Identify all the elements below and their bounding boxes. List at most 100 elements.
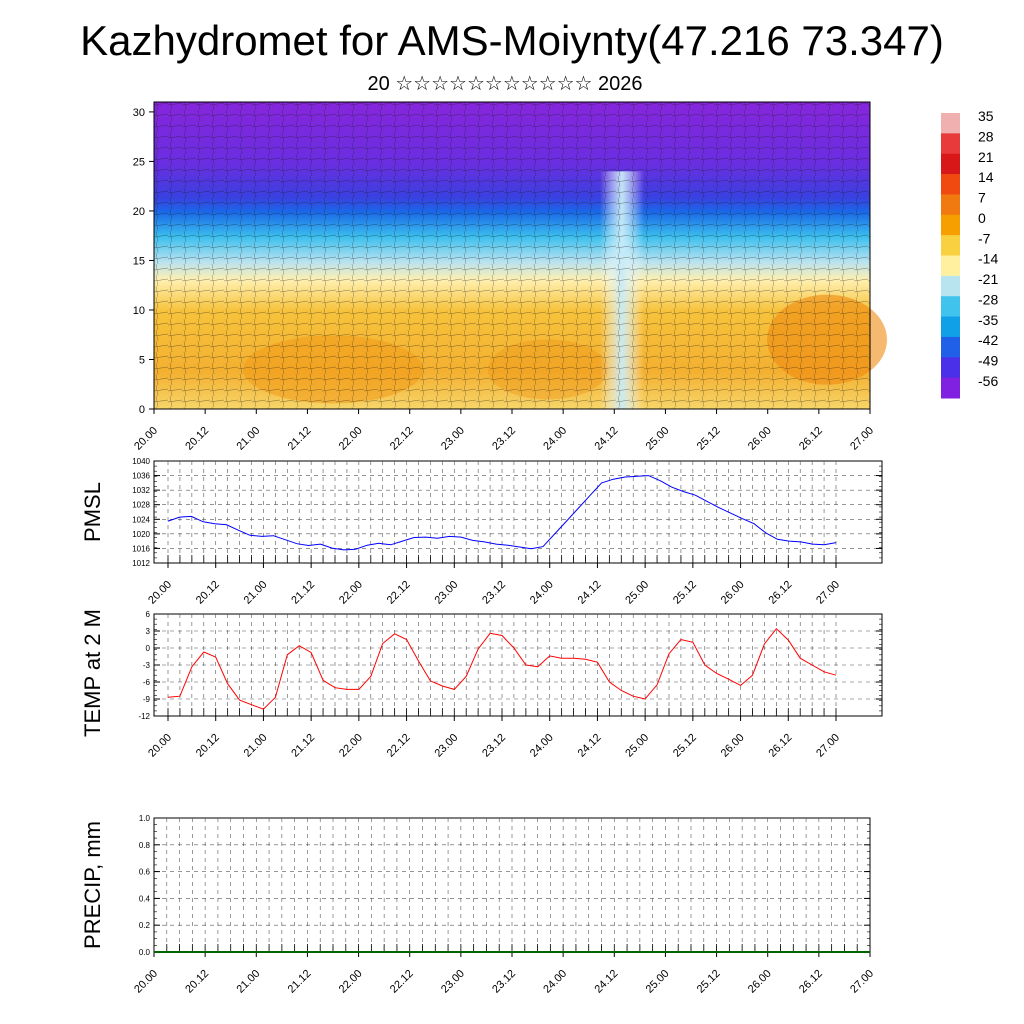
y-tick-label: 3	[146, 627, 151, 636]
chart-subtitle: 20 ☆☆☆☆☆☆☆☆☆☆☆ 2026	[367, 73, 643, 95]
x-tick-label: 26.12	[766, 732, 794, 760]
x-tick-label: 25.00	[644, 968, 672, 996]
x-tick-label: 24.12	[576, 732, 604, 760]
x-tick-label: 22.12	[388, 968, 416, 996]
x-tick-label: 23.12	[480, 732, 508, 760]
x-tick-label: 22.12	[388, 425, 416, 453]
x-tick-label: 27.00	[848, 968, 876, 996]
y-tick-label: -12	[138, 712, 150, 721]
colorbar-label: 21	[978, 149, 994, 165]
y-tick-label: 6	[146, 610, 151, 619]
colorbar-segment	[941, 113, 960, 134]
colorbar-label: -49	[978, 353, 998, 369]
colorbar-segment	[941, 357, 960, 379]
colorbar-label: -14	[978, 251, 998, 267]
x-tick-label: 23.00	[432, 732, 460, 760]
x-tick-label: 20.12	[194, 732, 222, 760]
x-tick-label: 25.00	[623, 579, 651, 607]
colorbar-segment	[941, 133, 960, 155]
colorbar-segment	[941, 275, 960, 297]
x-tick-label: 26.00	[746, 968, 774, 996]
y-tick-label: 0.2	[139, 921, 151, 930]
y-tick-label: 20	[133, 206, 145, 218]
x-tick-label: 27.00	[814, 732, 842, 760]
x-tick-label: 25.12	[671, 579, 699, 607]
x-tick-label: 24.12	[592, 425, 620, 453]
y-tick-label: 1032	[132, 486, 150, 495]
colorbar-label: 35	[978, 108, 994, 124]
x-tick-label: 26.12	[797, 425, 825, 453]
x-tick-label: 23.12	[480, 579, 508, 607]
x-tick-label: 22.00	[337, 425, 365, 453]
x-tick-label: 21.00	[242, 732, 270, 760]
x-tick-label: 21.00	[234, 425, 262, 453]
x-tick-label: 27.00	[814, 579, 842, 607]
x-tick-label: 24.00	[528, 579, 556, 607]
colorbar-segment	[941, 174, 960, 195]
wind-barbs	[154, 102, 870, 409]
x-tick-label: 24.00	[528, 732, 556, 760]
x-tick-label: 22.00	[337, 579, 365, 607]
x-tick-label: 25.12	[695, 968, 723, 996]
colorbar-label: -21	[978, 271, 998, 287]
colorbar-label: 7	[978, 190, 986, 206]
y-tick-label: -6	[143, 678, 151, 687]
x-tick-label: 22.12	[385, 732, 413, 760]
y-tick-label: -3	[143, 661, 151, 670]
x-tick-label: 20.00	[132, 968, 160, 996]
y-tick-label: 1012	[132, 559, 150, 568]
precip-axis-label: PRECIP, mm	[80, 821, 105, 949]
colorbar-segment	[941, 153, 960, 175]
temp-2m-line	[167, 627, 837, 710]
colorbar-segment	[941, 336, 960, 358]
y-tick-label: 15	[133, 255, 145, 267]
x-tick-label: 21.00	[234, 968, 262, 996]
x-tick-label: 26.00	[746, 425, 774, 453]
colorbar-label: -42	[978, 332, 998, 348]
colorbar-label: -56	[978, 373, 998, 389]
y-tick-label: -9	[143, 695, 151, 704]
x-tick-label: 23.00	[432, 579, 460, 607]
chart-title: Kazhydromet for AMS-Moiynty(47.216 73.34…	[80, 17, 944, 64]
x-tick-label: 24.00	[541, 968, 569, 996]
y-tick-label: 10	[133, 305, 145, 317]
colorbar-label: 14	[978, 169, 994, 185]
y-tick-label: 30	[133, 107, 145, 119]
x-tick-label: 24.12	[576, 579, 604, 607]
x-tick-label: 23.00	[439, 968, 467, 996]
x-tick-label: 23.00	[439, 425, 467, 453]
colorbar-label: -7	[978, 230, 991, 246]
colorbar-segment	[941, 194, 960, 216]
y-tick-label: 0.6	[139, 868, 151, 877]
colorbar-label: 0	[978, 210, 986, 226]
colorbar-segment	[941, 316, 960, 338]
x-tick-label: 25.12	[695, 425, 723, 453]
y-tick-label: 0	[146, 644, 151, 653]
x-tick-label: 20.12	[183, 968, 211, 996]
x-tick-label: 22.00	[337, 968, 365, 996]
x-tick-label: 21.12	[286, 968, 314, 996]
x-tick-label: 25.00	[623, 732, 651, 760]
x-tick-label: 26.00	[719, 732, 747, 760]
colorbar-segment	[941, 235, 960, 256]
colorbar-segment	[941, 214, 960, 236]
y-tick-label: 1020	[132, 530, 150, 539]
colorbar-segment	[941, 296, 960, 318]
temp-2m-axis-label: TEMP at 2 M	[80, 609, 105, 737]
x-tick-label: 23.12	[490, 968, 518, 996]
y-tick-label: 1036	[132, 472, 150, 481]
y-tick-label: 0.0	[139, 948, 151, 957]
colorbar-label: -35	[978, 312, 998, 328]
colorbar-segment	[941, 377, 960, 399]
x-tick-label: 21.12	[289, 579, 317, 607]
x-tick-label: 26.12	[797, 968, 825, 996]
y-tick-label: 1040	[132, 457, 150, 466]
y-tick-label: 0.4	[139, 894, 151, 903]
x-tick-label: 27.00	[848, 425, 876, 453]
x-tick-label: 23.12	[490, 425, 518, 453]
x-tick-label: 20.12	[194, 579, 222, 607]
x-tick-label: 24.12	[592, 968, 620, 996]
pmsl-line	[167, 475, 837, 551]
y-tick-label: 1016	[132, 544, 150, 553]
x-tick-label: 20.00	[146, 732, 174, 760]
